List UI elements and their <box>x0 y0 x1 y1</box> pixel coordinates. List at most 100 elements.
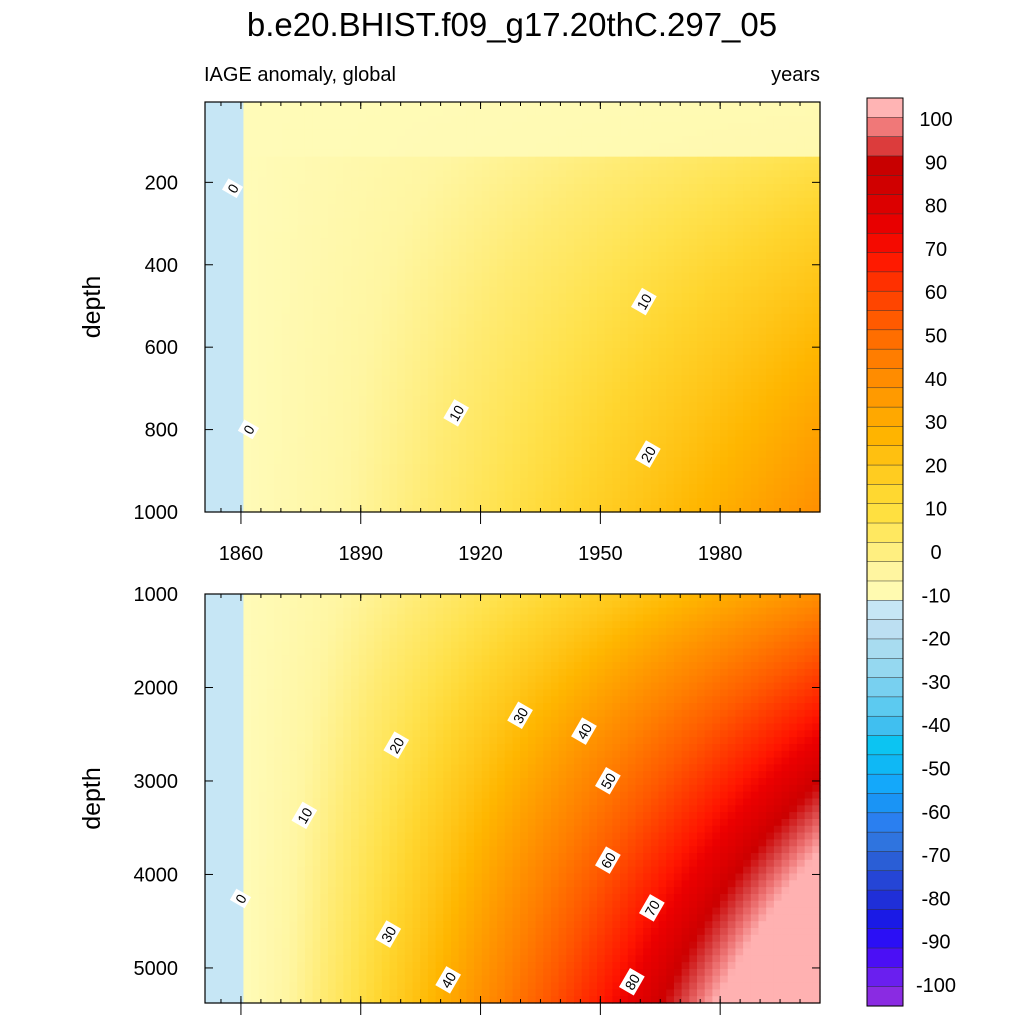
field-cell <box>466 163 475 171</box>
field-cell <box>720 252 729 260</box>
field-cell <box>366 436 375 445</box>
field-cell <box>543 218 552 226</box>
field-cell <box>604 245 614 253</box>
field-cell <box>597 143 606 151</box>
field-cell <box>389 197 398 206</box>
field-cell <box>566 471 575 479</box>
field-cell <box>420 464 429 472</box>
field-cell <box>658 307 667 315</box>
field-cell <box>535 443 544 452</box>
field-cell <box>635 402 644 411</box>
field-cell <box>704 272 713 281</box>
field-cell <box>212 634 221 643</box>
field-cell <box>381 505 391 513</box>
field-cell <box>574 122 583 130</box>
field-cell <box>558 266 567 274</box>
field-cell <box>789 491 798 499</box>
field-cell <box>451 484 460 493</box>
field-cell <box>243 170 252 178</box>
field-cell <box>781 129 790 137</box>
field-cell <box>781 177 790 185</box>
field-cell <box>243 313 252 322</box>
field-cell <box>527 115 537 124</box>
field-cell <box>328 156 337 165</box>
field-cell <box>297 484 306 493</box>
field-cell <box>366 368 375 376</box>
field-cell <box>697 279 706 288</box>
field-cell <box>720 498 729 506</box>
field-cell <box>789 327 798 335</box>
field-cell <box>312 423 321 431</box>
field-cell <box>566 300 575 308</box>
field-cell <box>466 402 475 411</box>
field-cell <box>343 334 352 342</box>
field-cell <box>658 409 667 417</box>
field-cell <box>274 259 283 267</box>
field-cell <box>627 395 637 404</box>
field-cell <box>281 389 291 397</box>
field-cell <box>604 368 614 376</box>
field-cell <box>304 389 314 397</box>
field-cell <box>351 279 360 288</box>
field-cell <box>781 354 790 363</box>
field-cell <box>435 430 444 438</box>
field-cell <box>351 177 360 185</box>
field-cell <box>612 197 621 206</box>
field-cell <box>497 293 506 301</box>
field-cell <box>750 389 760 397</box>
field-cell <box>597 477 606 486</box>
field-cell <box>243 197 252 206</box>
field-cell <box>727 211 737 219</box>
field-cell <box>297 238 306 247</box>
field-cell <box>773 354 783 363</box>
field-cell <box>658 204 667 212</box>
field-cell <box>604 252 614 260</box>
field-cell <box>643 143 652 151</box>
field-cell <box>796 170 806 178</box>
field-cell <box>812 320 821 329</box>
field-cell <box>558 108 567 117</box>
field-cell <box>789 197 798 206</box>
field-cell <box>758 341 767 349</box>
field-cell <box>535 108 544 117</box>
field-cell <box>412 115 421 124</box>
field-cell <box>581 190 590 199</box>
field-cell <box>635 108 644 117</box>
field-cell <box>343 163 352 171</box>
field-cell <box>320 143 329 151</box>
field-cell <box>235 477 245 486</box>
field-cell <box>796 491 806 499</box>
field-cell <box>535 279 544 288</box>
field-cell <box>258 457 268 465</box>
field-cell <box>343 245 352 253</box>
field-cell <box>558 334 567 342</box>
field-cell <box>581 149 590 158</box>
field-cell <box>789 184 798 192</box>
field-cell <box>704 341 713 349</box>
field-cell <box>581 491 590 499</box>
field-cell <box>266 293 275 301</box>
field-cell <box>489 211 498 219</box>
field-cell <box>381 430 391 438</box>
field-cell <box>804 136 813 144</box>
field-cell <box>712 450 721 458</box>
field-cell <box>328 149 337 158</box>
field-cell <box>205 464 214 472</box>
field-cell <box>535 457 544 465</box>
field-cell <box>358 416 368 424</box>
field-cell <box>420 293 429 301</box>
field-cell <box>697 218 706 226</box>
field-cell <box>289 211 298 219</box>
field-cell <box>366 498 375 506</box>
field-cell <box>412 190 421 199</box>
field-cell <box>666 471 675 479</box>
field-cell <box>497 409 506 417</box>
field-cell <box>681 252 690 260</box>
field-cell <box>328 491 337 499</box>
field-cell <box>451 190 460 199</box>
field-cell <box>512 395 521 404</box>
field-cell <box>312 129 321 137</box>
field-cell <box>643 286 652 294</box>
field-cell <box>727 163 737 171</box>
field-cell <box>658 259 667 267</box>
